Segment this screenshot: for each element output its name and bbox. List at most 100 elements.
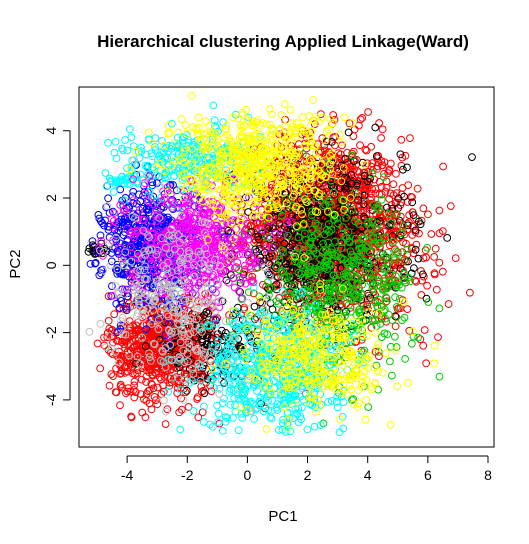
data-point: [141, 413, 150, 422]
data-point: [176, 380, 184, 389]
data-point: [382, 183, 391, 192]
data-point: [103, 333, 112, 342]
data-point: [137, 337, 146, 345]
data-point: [406, 134, 414, 143]
data-point: [385, 269, 394, 278]
data-point: [375, 119, 384, 127]
data-point: [399, 165, 407, 174]
data-point: [356, 141, 364, 150]
data-point: [198, 408, 207, 417]
data-point: [142, 366, 151, 375]
data-point: [121, 136, 129, 144]
data-point: [118, 383, 127, 392]
data-point: [130, 393, 139, 402]
data-point: [416, 335, 425, 344]
data-point: [116, 401, 124, 410]
data-point: [333, 392, 342, 401]
data-point: [371, 189, 380, 198]
data-point: [370, 175, 379, 184]
data-point: [363, 301, 372, 309]
data-point: [130, 377, 139, 386]
data-point: [250, 415, 259, 423]
data-point: [444, 300, 453, 308]
data-point: [377, 134, 386, 142]
data-point: [199, 418, 208, 426]
data-point: [109, 338, 117, 347]
data-point: [391, 293, 400, 302]
data-point: [107, 348, 115, 357]
data-point: [431, 244, 440, 253]
data-point: [386, 357, 394, 366]
data-point: [132, 340, 141, 349]
data-point: [258, 234, 267, 243]
data-point: [435, 304, 444, 313]
data-point: [318, 179, 326, 188]
data-point: [107, 326, 116, 335]
data-point: [357, 172, 366, 181]
data-point: [110, 310, 119, 319]
data-point: [391, 322, 400, 331]
data-point: [403, 305, 412, 314]
data-point: [177, 394, 186, 403]
data-point: [209, 101, 218, 110]
data-point: [397, 161, 406, 170]
data-point: [320, 141, 329, 150]
data-point: [339, 424, 348, 433]
data-point: [466, 288, 474, 297]
data-point: [451, 254, 460, 263]
data-point: [121, 335, 130, 344]
data-point: [162, 355, 171, 364]
data-point: [139, 353, 148, 362]
data-point: [121, 363, 129, 372]
data-point: [371, 123, 380, 132]
data-point: [371, 184, 380, 193]
data-point: [117, 369, 126, 378]
data-point: [170, 374, 178, 383]
data-point: [175, 408, 184, 417]
data-point: [375, 178, 384, 186]
data-point: [240, 267, 249, 276]
data-point: [380, 169, 388, 178]
data-point: [197, 382, 206, 391]
data-point: [336, 300, 345, 309]
data-point: [183, 294, 192, 303]
data-point: [334, 149, 343, 158]
data-point: [144, 344, 153, 353]
data-point: [346, 307, 355, 316]
data-point: [310, 422, 319, 431]
data-point: [435, 372, 444, 381]
data-point: [358, 158, 367, 167]
data-point: [361, 145, 370, 154]
data-point: [218, 399, 227, 408]
data-point: [107, 370, 116, 379]
data-point: [270, 384, 279, 393]
data-point: [439, 162, 448, 171]
data-point: [419, 204, 428, 213]
data-point: [392, 198, 401, 207]
data-point: [378, 125, 387, 134]
data-point: [419, 341, 428, 350]
data-point: [136, 328, 145, 337]
data-point: [142, 397, 151, 405]
data-point: [138, 408, 147, 417]
data-point: [214, 418, 222, 427]
data-point: [100, 341, 109, 350]
data-point: [93, 339, 102, 348]
data-point: [194, 413, 203, 422]
data-point: [111, 137, 120, 146]
data-point: [438, 267, 447, 276]
data-point: [345, 119, 354, 128]
data-point: [392, 169, 400, 178]
data-point: [181, 388, 190, 397]
data-point: [193, 395, 202, 403]
data-point: [184, 403, 193, 411]
data-point: [248, 272, 257, 281]
data-point: [389, 180, 398, 189]
data-point: [378, 161, 387, 170]
data-point: [221, 417, 230, 426]
data-point: [109, 188, 118, 196]
data-point: [335, 428, 344, 437]
data-point: [104, 138, 112, 147]
data-point: [281, 115, 290, 124]
data-point: [384, 169, 393, 178]
